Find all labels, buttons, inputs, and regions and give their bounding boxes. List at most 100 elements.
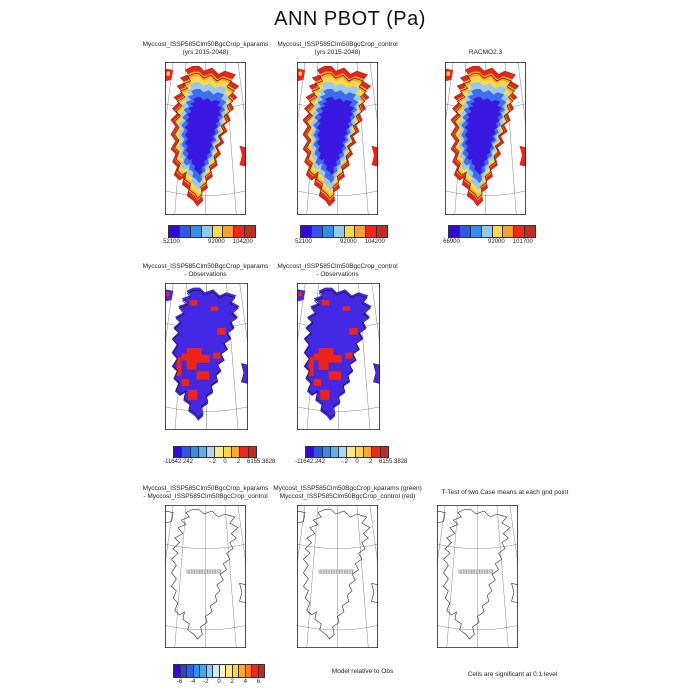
colorbar-segment [190, 226, 202, 237]
panel-title-row3-1: Myccost_ISSP585Clm50BgcCrop_kparams - My… [118, 485, 293, 500]
colorbar-segment [215, 447, 224, 457]
colorbar-tick-label: -2 [203, 679, 209, 685]
colorbar-segment [180, 665, 187, 677]
colorbar-segment [226, 665, 233, 677]
colorbar-segment [306, 447, 315, 457]
colorbar-tick-label: 2 [230, 679, 234, 685]
colorbar-segment [372, 447, 381, 457]
colorbar-segment [248, 447, 256, 457]
colorbar-segment [330, 447, 340, 457]
greenland-map-row3-overlay [297, 505, 378, 648]
colorbar-segment [190, 447, 199, 457]
colorbar-tick-label: .2 [367, 459, 373, 465]
colorbar-segment [201, 226, 213, 237]
colorbar-tick-label: 0 [355, 459, 359, 465]
footnote-model-relative: Model relative to Obs [331, 668, 394, 675]
greenland-map-row3-ttest [437, 505, 518, 648]
panel-title-line1: Myccost_ISSP585Clm50BgcCrop_kparams (gre… [273, 485, 422, 492]
colorbar-segment [193, 665, 200, 677]
colorbar-tick-label: 101700 [512, 239, 533, 245]
colorbar-segment [182, 447, 191, 457]
colorbar-segment [179, 226, 191, 237]
colorbar-segment [347, 447, 356, 457]
colorbar-segment [377, 226, 387, 237]
colorbar-segment [470, 226, 482, 237]
colorbar-segment [339, 447, 348, 457]
colorbar-segment [481, 226, 493, 237]
colorbar-segment [366, 226, 378, 237]
panel-title-line1: T-Test of two Case means at each grid po… [441, 489, 569, 496]
colorbar-row2-case1: -11642.242 -.2 0 .2 6155.3828 [163, 446, 275, 465]
colorbar-tick-label: 4 [243, 679, 247, 685]
colorbar-segment [169, 226, 180, 237]
colorbar-tick-labels: -11642.242 -.2 0 .2 6155.3828 [163, 459, 275, 467]
panel-title-row1-3: RACMO2.3 [405, 49, 566, 57]
colorbar-segment [212, 226, 224, 237]
footnote-significance: Cells are significant at 0.1 level [467, 671, 558, 678]
colorbar-segments [173, 664, 265, 678]
panel-title-line2: - Observations [316, 270, 359, 278]
colorbar-segment [206, 665, 213, 677]
colorbar-tick-labels: -11642.242 -.2 0 .2 6155.3828 [295, 459, 407, 467]
colorbar-segment [449, 226, 460, 237]
colorbar-segment [525, 226, 535, 237]
colorbar-tick-label: 0 [217, 679, 221, 685]
colorbar-segment [198, 447, 208, 457]
colorbar-tick-label: .2 [235, 459, 241, 465]
greenland-map-row1-case1 [165, 62, 246, 215]
colorbar-segments [305, 446, 389, 458]
panel-title-line1: Myccost_ISSP585Clm50BgcCrop_kparams [142, 485, 269, 492]
panel-title-line2: (yrs 2015-2048) [182, 48, 229, 56]
colorbar-tick-label: 6155.3828 [379, 459, 408, 465]
panel-title-line1: Myccost_ISSP585Clm50BgcCrop_kparams [142, 41, 269, 48]
colorbar-segment [234, 226, 246, 237]
colorbar-segment [232, 447, 241, 457]
colorbar-segment [174, 447, 183, 457]
colorbar-segment [314, 447, 323, 457]
colorbar-segment [187, 665, 194, 677]
colorbar-tick-label: -11642.242 [163, 459, 193, 465]
greenland-map-row1-racmo [445, 62, 526, 215]
colorbar-segment [207, 447, 216, 457]
colorbar-tick-label: 6 [256, 679, 261, 685]
colorbar-segment [213, 665, 220, 677]
panel-title-line1: Myccost_ISSP585Clm50BgcCrop_kparams [142, 263, 269, 270]
colorbar-tick-labels: -6 -4 -2 0 2 4 6 [173, 679, 265, 687]
colorbar-tick-label: 0 [223, 459, 227, 465]
colorbar-tick-label: -11642.242 [295, 459, 325, 465]
panel-title-row2-1: Myccost_ISSP585Clm50BgcCrop_kparams - Ob… [120, 263, 291, 278]
colorbar-tick-label: 6155.3828 [247, 459, 276, 465]
colorbar-segment [223, 226, 235, 237]
colorbar-segment [252, 665, 259, 677]
colorbar-segment [503, 226, 515, 237]
colorbar-tick-label: 92000 [208, 239, 225, 245]
colorbar-segment [355, 447, 365, 457]
panel-title-row2-2: Myccost_ISSP585Clm50BgcCrop_control - Ob… [252, 263, 423, 278]
colorbar-segments [448, 225, 536, 238]
colorbar-segment [219, 665, 226, 677]
colorbar-segments [173, 446, 257, 458]
colorbar-bottom-diff: -6 -4 -2 0 2 4 6 [173, 664, 265, 685]
greenland-map-row1-case2 [297, 62, 378, 215]
colorbar-tick-label: 104200 [364, 239, 385, 245]
colorbar-segment [239, 665, 246, 677]
colorbar-segment [245, 665, 252, 677]
colorbar-tick-label: -.2 [208, 459, 216, 465]
panel-title-row1-2: Myccost_ISSP585Clm50BgcCrop_control (yrs… [252, 41, 423, 56]
colorbar-segment [245, 226, 255, 237]
panel-title-line1: Myccost_ISSP585Clm50BgcCrop_control [277, 41, 398, 48]
colorbar-row1-case2: 52100 92000 104200 [295, 225, 388, 245]
colorbar-tick-label: -.2 [340, 459, 348, 465]
colorbar-segment [258, 665, 264, 677]
colorbar-row1-case1: 52100 92000 104200 [163, 225, 256, 245]
panel-title-row1-1: Myccost_ISSP585Clm50BgcCrop_kparams (yrs… [120, 41, 291, 56]
greenland-map-row2-case2-minus-obs [297, 283, 380, 430]
colorbar-segments [168, 225, 256, 238]
figure-title: ANN PBOT (Pa) [274, 8, 426, 30]
greenland-map-row2-case1-minus-obs [165, 283, 248, 430]
colorbar-tick-label: 52100 [295, 239, 312, 245]
colorbar-segment [459, 226, 471, 237]
colorbar-segment [492, 226, 504, 237]
colorbar-tick-labels: 52100 92000 104200 [295, 239, 388, 247]
